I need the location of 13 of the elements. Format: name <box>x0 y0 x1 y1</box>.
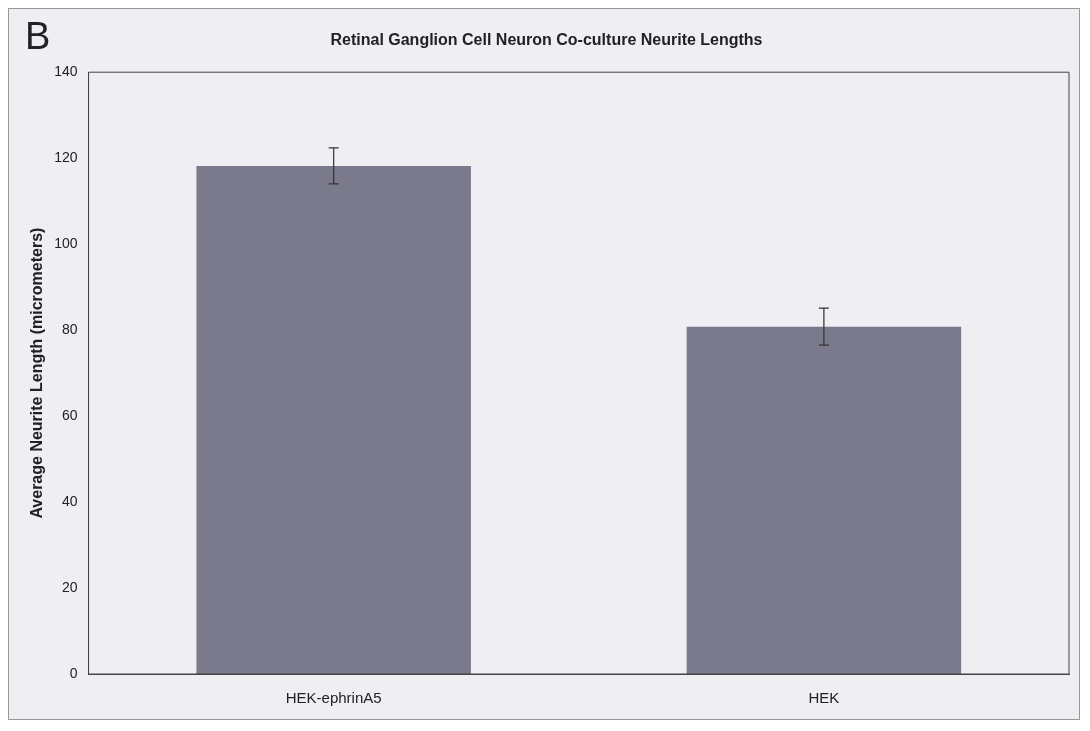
y-tick-label: 40 <box>61 492 78 509</box>
y-tick-label: 120 <box>54 149 78 166</box>
x-tick-label: HEK <box>808 689 840 707</box>
y-tick-label: 0 <box>69 664 78 681</box>
y-tick-label: 140 <box>54 63 78 80</box>
y-tick-label: 60 <box>61 406 78 423</box>
chart-title: Retinal Ganglion Cell Neuron Co-culture Neurite Lengths <box>330 31 763 49</box>
y-axis-title: Average Neurite Length (micrometers) <box>28 227 46 519</box>
text: B <box>25 15 51 58</box>
y-tick-label: 20 <box>61 578 78 595</box>
y-tick-label: 100 <box>54 235 78 251</box>
y-tick-label: 80 <box>61 320 78 337</box>
x-tick-label: HEK-ephrinA5 <box>285 689 382 707</box>
